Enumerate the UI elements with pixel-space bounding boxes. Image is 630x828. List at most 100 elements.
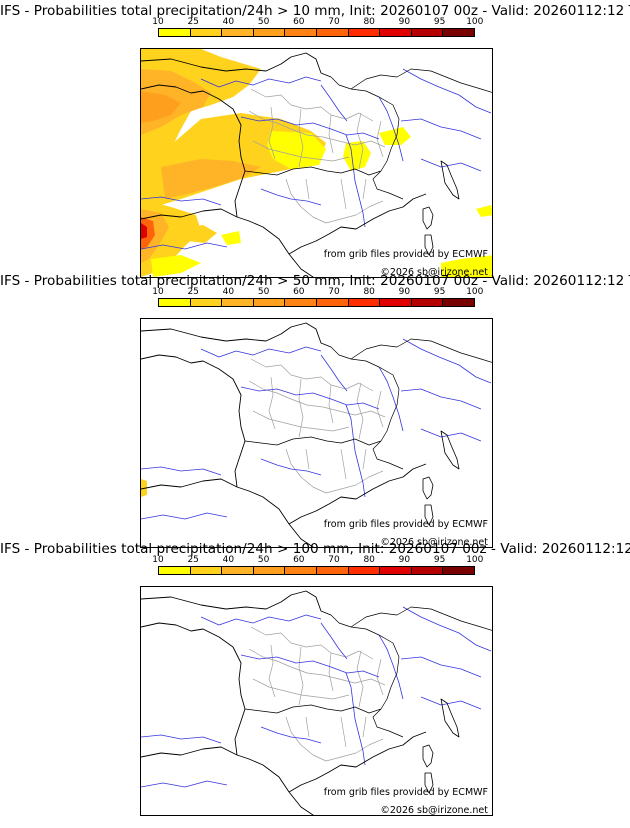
- coastline: [141, 322, 427, 547]
- colorbar-swatch: [316, 29, 349, 36]
- colorbar-swatch: [285, 299, 317, 306]
- precip-probability-area: [141, 91, 181, 123]
- colorbar-tick-90: 90: [398, 287, 411, 297]
- panel-title: IFS - Probabilities total precipitation/…: [0, 541, 630, 557]
- copyright-credit: ©2026 sb@irizone.net: [380, 805, 488, 816]
- colorbar-tick-90: 90: [398, 555, 411, 565]
- colorbar-tick-60: 60: [293, 17, 305, 27]
- colorbar-tick-80: 80: [363, 17, 375, 27]
- colorbar-swatch: [253, 567, 286, 574]
- colorbar-tick-95: 95: [433, 287, 446, 297]
- colorbar-swatch: [190, 567, 223, 574]
- colorbar-tick-100: 100: [466, 287, 484, 297]
- colorbar: [158, 28, 475, 37]
- colorbar-swatch: [443, 567, 474, 574]
- colorbar-swatch: [348, 299, 381, 306]
- country-border-lines: [244, 338, 492, 470]
- map-panel-50mm: IFS - Probabilities total precipitation/…: [0, 273, 630, 549]
- colorbar-swatch: [348, 567, 381, 574]
- colorbar-swatch: [222, 567, 254, 574]
- panel-title: IFS - Probabilities total precipitation/…: [0, 273, 630, 289]
- colorbar-tick-10: 10: [152, 555, 164, 565]
- map-frame: from grib files provided by ECMWF ©2026 …: [140, 318, 493, 548]
- precip-probability-area: [441, 255, 492, 277]
- map-frame: from grib files provided by ECMWF ©2026 …: [140, 48, 493, 278]
- colorbar-swatch: [159, 567, 191, 574]
- colorbar-tick-100: 100: [466, 17, 484, 27]
- colorbar-swatch: [380, 299, 412, 306]
- precip-probability-area: [151, 255, 201, 277]
- colorbar-swatch: [316, 299, 349, 306]
- precip-probability-area: [161, 159, 261, 199]
- colorbar-swatch: [443, 299, 474, 306]
- colorbar-swatch: [411, 567, 444, 574]
- colorbar-swatch: [253, 299, 286, 306]
- colorbar-tick-labels: 10 25 40 50 60 70 80 90 95 100: [148, 17, 488, 27]
- precip-probability-area: [379, 127, 411, 145]
- panel-title: IFS - Probabilities total precipitation/…: [0, 3, 630, 19]
- colorbar-swatch: [159, 299, 191, 306]
- data-source-credit: from grib files provided by ECMWF: [323, 787, 488, 798]
- island-outlines: [422, 430, 460, 526]
- river-lines: [141, 68, 492, 250]
- data-source-credit: from grib files provided by ECMWF: [323, 249, 488, 260]
- precip-probability-area: [141, 217, 155, 249]
- data-source-credit: from grib files provided by ECMWF: [323, 519, 488, 530]
- colorbar-tick-50: 50: [257, 555, 270, 565]
- colorbar-swatch: [285, 567, 317, 574]
- colorbar-swatch: [380, 29, 412, 36]
- colorbar-tick-50: 50: [257, 17, 270, 27]
- colorbar-swatch: [190, 299, 223, 306]
- colorbar-swatch: [380, 567, 412, 574]
- precip-probability-area: [476, 205, 492, 217]
- colorbar-tick-70: 70: [328, 287, 340, 297]
- colorbar-tick-90: 90: [398, 17, 411, 27]
- map-panel-10mm: IFS - Probabilities total precipitation/…: [0, 3, 630, 279]
- colorbar-swatch: [316, 567, 349, 574]
- river-lines: [141, 606, 492, 788]
- map-panel-100mm: IFS - Probabilities total precipitation/…: [0, 541, 630, 817]
- colorbar-tick-40: 40: [222, 555, 235, 565]
- colorbar-swatch: [411, 299, 444, 306]
- colorbar-swatch: [411, 29, 444, 36]
- colorbar-swatch: [159, 29, 191, 36]
- colorbar-tick-100: 100: [466, 555, 484, 565]
- france-map: [141, 49, 492, 277]
- copyright-credit: ©2026 sb@irizone.net: [380, 537, 488, 548]
- colorbar-swatch: [253, 29, 286, 36]
- river-lines: [141, 338, 492, 520]
- colorbar-tick-25: 25: [187, 555, 199, 565]
- island-outlines: [422, 160, 460, 256]
- colorbar-swatch: [348, 29, 381, 36]
- colorbar-tick-50: 50: [257, 287, 270, 297]
- france-map: [141, 590, 492, 815]
- coastline: [141, 52, 427, 277]
- colorbar-swatch: [222, 29, 254, 36]
- colorbar-tick-10: 10: [152, 287, 164, 297]
- colorbar-swatch: [222, 299, 254, 306]
- colorbar-tick-40: 40: [222, 287, 235, 297]
- region-border-lines: [248, 626, 386, 762]
- region-border-lines: [248, 88, 386, 224]
- country-border-lines: [244, 606, 492, 738]
- colorbar-tick-60: 60: [293, 555, 305, 565]
- copyright-credit: ©2026 sb@irizone.net: [380, 267, 488, 278]
- precip-probability-area: [181, 225, 217, 243]
- colorbar-swatch: [443, 29, 474, 36]
- precip-probability-area: [267, 131, 326, 169]
- map-frame: from grib files provided by ECMWF ©2026 …: [140, 586, 493, 816]
- colorbar-tick-10: 10: [152, 17, 164, 27]
- region-border-lines: [248, 358, 386, 494]
- colorbar-tick-70: 70: [328, 17, 340, 27]
- precip-probability-area: [343, 141, 371, 171]
- colorbar-swatch: [190, 29, 223, 36]
- precip-probability-area: [221, 231, 241, 245]
- colorbar-tick-95: 95: [433, 17, 446, 27]
- colorbar-tick-labels: 10 25 40 50 60 70 80 90 95 100: [148, 287, 488, 297]
- colorbar-tick-80: 80: [363, 287, 375, 297]
- colorbar-tick-95: 95: [433, 555, 446, 565]
- colorbar-swatch: [285, 29, 317, 36]
- coastline: [141, 590, 427, 815]
- colorbar-tick-25: 25: [187, 287, 199, 297]
- colorbar: [158, 566, 475, 575]
